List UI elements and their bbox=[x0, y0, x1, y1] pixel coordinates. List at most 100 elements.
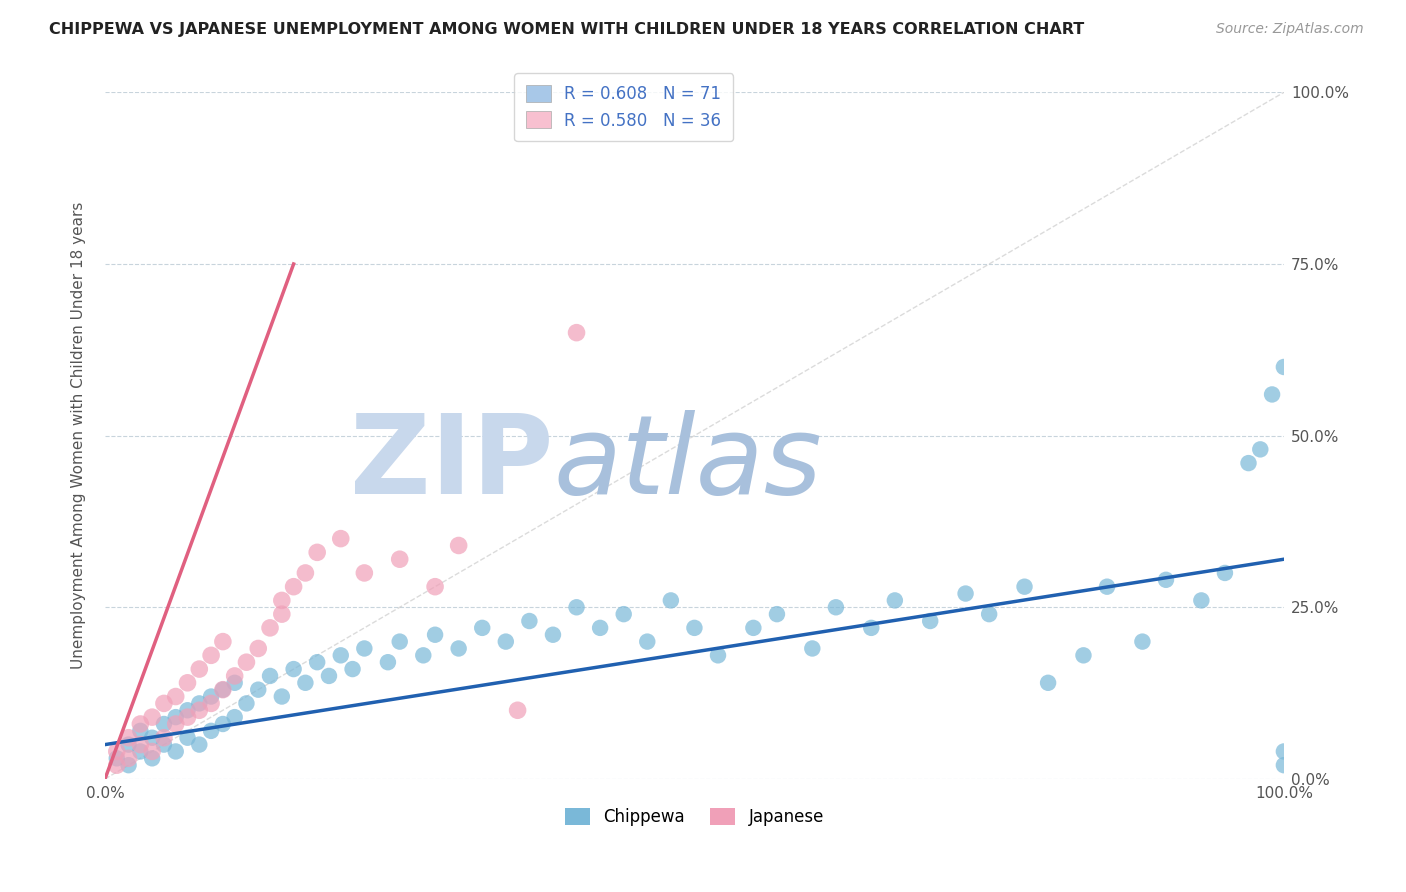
Point bbox=[1261, 387, 1284, 401]
Point bbox=[165, 744, 187, 758]
Point bbox=[423, 628, 446, 642]
Point bbox=[153, 738, 176, 752]
Point bbox=[589, 621, 612, 635]
Point bbox=[955, 586, 977, 600]
Point bbox=[129, 723, 152, 738]
Point bbox=[801, 641, 824, 656]
Point bbox=[565, 600, 588, 615]
Point bbox=[165, 690, 187, 704]
Point bbox=[247, 641, 270, 656]
Point bbox=[447, 641, 470, 656]
Point bbox=[270, 690, 292, 704]
Point bbox=[224, 675, 246, 690]
Point bbox=[883, 593, 905, 607]
Point bbox=[200, 648, 222, 663]
Point bbox=[307, 545, 329, 559]
Point bbox=[1073, 648, 1095, 663]
Point bbox=[659, 593, 682, 607]
Point bbox=[235, 655, 257, 669]
Point bbox=[1014, 580, 1036, 594]
Point bbox=[1272, 359, 1295, 374]
Point bbox=[129, 717, 152, 731]
Point bbox=[1237, 456, 1260, 470]
Point bbox=[377, 655, 399, 669]
Point bbox=[742, 621, 765, 635]
Point bbox=[1272, 744, 1295, 758]
Point bbox=[318, 669, 340, 683]
Point bbox=[471, 621, 494, 635]
Text: Source: ZipAtlas.com: Source: ZipAtlas.com bbox=[1216, 22, 1364, 37]
Point bbox=[212, 717, 235, 731]
Point bbox=[613, 607, 636, 622]
Point bbox=[247, 682, 270, 697]
Text: ZIP: ZIP bbox=[350, 409, 553, 516]
Point bbox=[200, 697, 222, 711]
Point bbox=[176, 710, 198, 724]
Point bbox=[1095, 580, 1118, 594]
Legend: Chippewa, Japanese: Chippewa, Japanese bbox=[558, 801, 831, 832]
Point bbox=[270, 593, 292, 607]
Point bbox=[825, 600, 848, 615]
Point bbox=[105, 751, 128, 765]
Point bbox=[117, 758, 139, 772]
Point bbox=[294, 566, 316, 580]
Point bbox=[541, 628, 564, 642]
Point bbox=[165, 710, 187, 724]
Point bbox=[176, 731, 198, 745]
Point bbox=[141, 710, 163, 724]
Text: CHIPPEWA VS JAPANESE UNEMPLOYMENT AMONG WOMEN WITH CHILDREN UNDER 18 YEARS CORRE: CHIPPEWA VS JAPANESE UNEMPLOYMENT AMONG … bbox=[49, 22, 1084, 37]
Point bbox=[1272, 758, 1295, 772]
Point bbox=[388, 552, 411, 566]
Point bbox=[188, 738, 211, 752]
Point bbox=[388, 634, 411, 648]
Point bbox=[141, 731, 163, 745]
Point bbox=[188, 703, 211, 717]
Point bbox=[565, 326, 588, 340]
Point bbox=[1213, 566, 1236, 580]
Point bbox=[165, 717, 187, 731]
Point bbox=[259, 669, 281, 683]
Point bbox=[342, 662, 364, 676]
Point bbox=[860, 621, 883, 635]
Point bbox=[329, 532, 352, 546]
Point bbox=[200, 723, 222, 738]
Point bbox=[224, 710, 246, 724]
Point bbox=[1249, 442, 1271, 457]
Point bbox=[353, 641, 375, 656]
Point bbox=[307, 655, 329, 669]
Point bbox=[270, 607, 292, 622]
Point bbox=[683, 621, 706, 635]
Point bbox=[259, 621, 281, 635]
Point bbox=[188, 697, 211, 711]
Point bbox=[519, 614, 541, 628]
Point bbox=[1154, 573, 1177, 587]
Point bbox=[212, 682, 235, 697]
Point bbox=[329, 648, 352, 663]
Point bbox=[141, 751, 163, 765]
Point bbox=[235, 697, 257, 711]
Point bbox=[423, 580, 446, 594]
Point bbox=[283, 580, 305, 594]
Point bbox=[153, 731, 176, 745]
Point bbox=[920, 614, 942, 628]
Point bbox=[1189, 593, 1212, 607]
Point bbox=[117, 738, 139, 752]
Text: atlas: atlas bbox=[553, 409, 821, 516]
Point bbox=[105, 758, 128, 772]
Point bbox=[105, 744, 128, 758]
Point bbox=[707, 648, 730, 663]
Point bbox=[353, 566, 375, 580]
Point bbox=[1132, 634, 1154, 648]
Point bbox=[294, 675, 316, 690]
Point bbox=[176, 703, 198, 717]
Point bbox=[153, 697, 176, 711]
Point bbox=[188, 662, 211, 676]
Point bbox=[212, 682, 235, 697]
Point bbox=[200, 690, 222, 704]
Point bbox=[117, 751, 139, 765]
Point bbox=[979, 607, 1001, 622]
Point bbox=[766, 607, 789, 622]
Point bbox=[153, 717, 176, 731]
Point bbox=[129, 744, 152, 758]
Point bbox=[506, 703, 529, 717]
